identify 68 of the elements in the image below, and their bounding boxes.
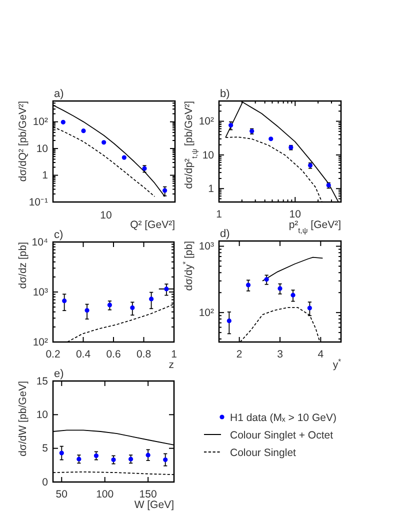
point [81, 128, 86, 134]
point [246, 282, 251, 288]
x-tick-label: 50 [56, 488, 68, 500]
y-tick-label: 10³ [198, 240, 214, 253]
y-tick-label: 10 [36, 142, 48, 155]
point [62, 298, 67, 304]
point [84, 308, 90, 313]
y-tick-label: 10² [198, 306, 214, 319]
point [290, 292, 296, 298]
x-tick-label: 3 [277, 348, 284, 360]
chart-title: b) [220, 88, 230, 100]
point [128, 456, 134, 462]
point [122, 155, 126, 160]
x-axis-title: z [168, 359, 174, 371]
point [163, 457, 168, 462]
y-tick-label: 10⁻¹ [28, 196, 48, 208]
x-axis-title: y$^{*}$ [332, 356, 342, 371]
point [146, 452, 150, 458]
point [130, 305, 135, 310]
line-series [262, 256, 324, 282]
point [102, 140, 106, 145]
x-tick-label: 0.6 [106, 348, 121, 360]
y-tick-label: 10 [36, 409, 48, 422]
chart-title: c) [54, 229, 64, 241]
x-axis-title: p²$_{t,ψ}$ [GeV²] [288, 219, 342, 234]
point [162, 188, 168, 193]
x-axis-title: Q² [GeV²] [130, 219, 176, 231]
point [268, 136, 274, 142]
point [76, 456, 82, 462]
point [264, 277, 269, 282]
y-tick-label: 10³ [32, 286, 48, 298]
y-tick-label: 5 [42, 442, 48, 455]
chart-title: a) [54, 88, 64, 100]
point [164, 286, 169, 292]
point [226, 318, 232, 324]
x-tick-label: 150 [139, 488, 157, 500]
y-tick-label: 1 [42, 170, 48, 182]
x-tick-label: 4 [318, 348, 324, 360]
y-tick-label: 0 [42, 476, 48, 488]
point [60, 120, 66, 124]
y-axis-title: dσ/dz [pb] [17, 242, 29, 289]
point [278, 286, 282, 291]
x-tick-label: 1 [171, 348, 178, 360]
point [59, 450, 64, 456]
legend-label: Colour Singlet + Octet [230, 430, 334, 442]
legend-label: Colour Singlet [230, 447, 296, 459]
y-tick-label: 10⁴ [32, 236, 48, 248]
point [228, 122, 234, 128]
chart-title: e) [54, 368, 64, 380]
y-tick-label: 10² [198, 116, 214, 128]
x-tick-label: 0.2 [46, 348, 60, 360]
x-tick-label: 2 [236, 348, 242, 360]
x-tick-label: 0.4 [76, 348, 91, 360]
x-axis-title: W [GeV] [134, 499, 174, 511]
legend-label: H1 data (Mₓ > 10 GeV) [230, 412, 336, 424]
y-tick-label: 10² [32, 336, 48, 348]
y-tick-label: 15 [36, 375, 48, 388]
point [307, 306, 312, 310]
x-tick-label: 100 [96, 488, 114, 500]
point [107, 302, 112, 308]
x-tick-label: 0.8 [136, 348, 152, 360]
y-tick-label: 1 [208, 182, 214, 195]
y-tick-label: 10² [32, 116, 48, 128]
y-axis-title: dσ/dQ² [pb/GeV²] [17, 100, 29, 182]
chart-title: d) [220, 228, 230, 240]
y-axis-title: dσ/dW [pb/GeV] [17, 380, 29, 456]
point [149, 296, 154, 302]
y-tick-label: 10 [202, 149, 214, 162]
